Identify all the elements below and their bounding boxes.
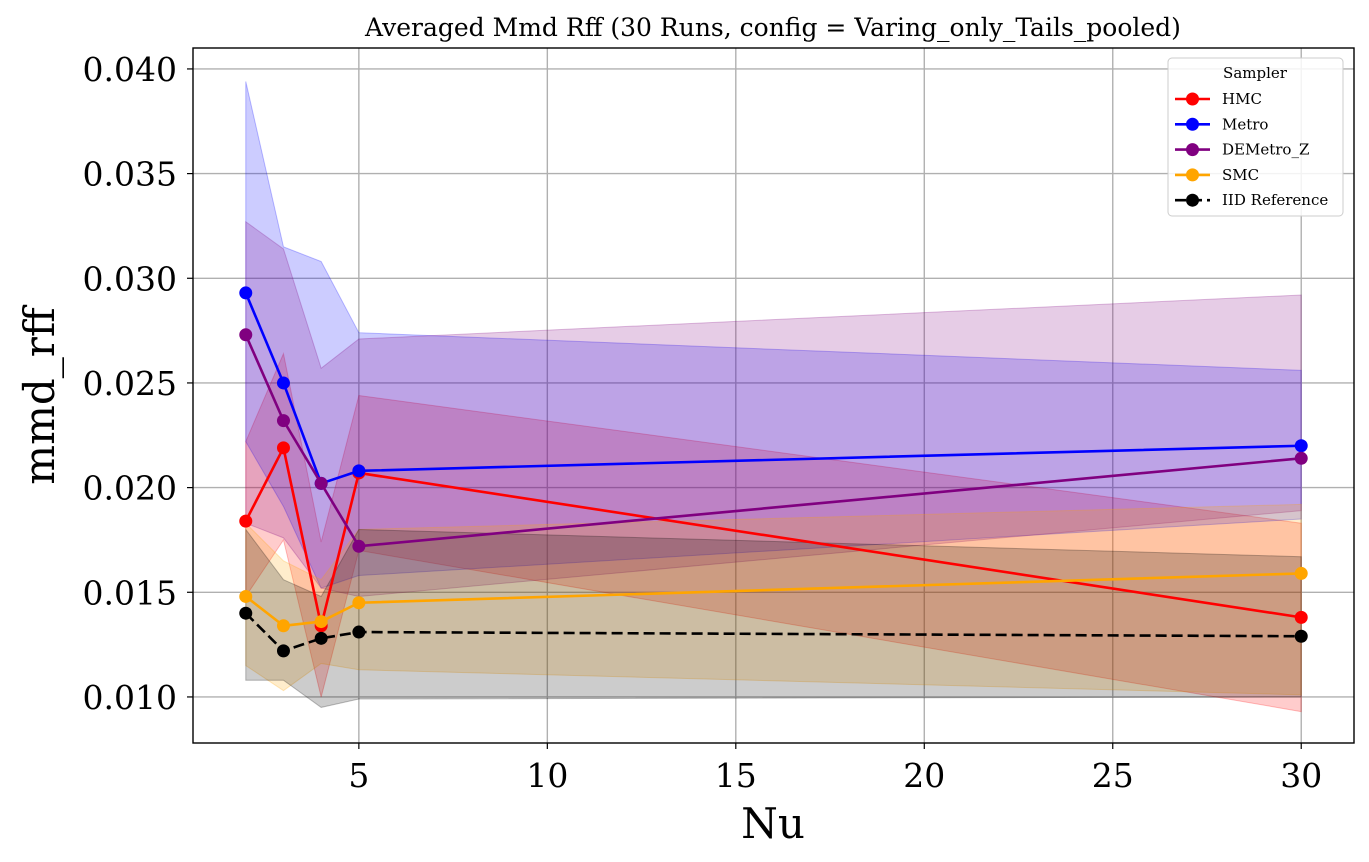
x-axis-label: Nu xyxy=(741,799,805,848)
data-point-metro xyxy=(1294,439,1308,453)
plot-frame xyxy=(192,47,1355,744)
x-tick-label: 30 xyxy=(1280,756,1322,795)
data-point-metro xyxy=(352,464,366,478)
legend-label-iid-reference: IID Reference xyxy=(1222,191,1328,209)
x-tick-label: 20 xyxy=(903,756,945,795)
data-point-smc xyxy=(352,596,366,610)
data-point-demetro-z xyxy=(1294,451,1308,465)
y-tick-label: 0.025 xyxy=(83,364,177,403)
legend-label-metro: Metro xyxy=(1222,115,1268,133)
band-demetro-z xyxy=(245,220,1302,597)
data-point-iid-reference xyxy=(314,631,328,645)
data-point-hmc xyxy=(276,441,290,455)
y-tick-label: 0.015 xyxy=(83,573,177,612)
data-point-hmc xyxy=(1294,610,1308,624)
data-point-demetro-z xyxy=(314,476,328,490)
x-tick-label: 5 xyxy=(348,756,369,795)
data-point-hmc xyxy=(239,514,253,528)
data-point-metro xyxy=(276,376,290,390)
band-metro xyxy=(245,81,1302,589)
legend-label-smc: SMC xyxy=(1222,166,1259,184)
y-tick-label: 0.030 xyxy=(83,259,177,298)
legend-label-demetro-z: DEMetro_Z xyxy=(1222,141,1309,159)
legend-marker-smc xyxy=(1186,168,1199,182)
x-tick-label: 15 xyxy=(715,756,757,795)
data-point-smc xyxy=(314,615,328,629)
band-smc xyxy=(245,503,1302,696)
y-axis-label: mmd_rff xyxy=(15,304,64,485)
y-tick-label: 0.020 xyxy=(83,469,177,508)
legend-marker-demetro-z xyxy=(1186,143,1199,157)
y-tick-label: 0.010 xyxy=(83,678,177,717)
legend-marker-metro xyxy=(1186,117,1199,131)
legend-marker-hmc xyxy=(1186,92,1199,106)
data-point-demetro-z xyxy=(239,328,253,342)
data-point-demetro-z xyxy=(352,539,366,553)
series-lines xyxy=(239,286,1308,658)
chart-title: Averaged Mmd Rff (30 Runs, config = Vari… xyxy=(364,13,1181,42)
legend-frame xyxy=(1167,57,1344,217)
data-point-metro xyxy=(239,286,253,300)
legend-marker-iid-reference xyxy=(1186,193,1199,207)
y-tick-label: 0.035 xyxy=(83,155,177,194)
confidence-bands xyxy=(245,81,1302,713)
data-point-smc xyxy=(239,589,253,603)
band-iid-reference xyxy=(245,527,1302,708)
series-line-iid-reference xyxy=(244,612,1302,653)
data-point-iid-reference xyxy=(239,606,253,620)
data-point-iid-reference xyxy=(352,625,366,639)
data-point-demetro-z xyxy=(276,414,290,428)
data-point-iid-reference xyxy=(1294,629,1308,643)
x-tick-label: 25 xyxy=(1092,756,1134,795)
legend-label-hmc: HMC xyxy=(1222,90,1262,108)
legend: Sampler HMC Metro DEMetro_Z SMC IID Referenc… xyxy=(1167,57,1344,217)
band-hmc xyxy=(245,351,1302,713)
legend-title: Sampler xyxy=(1223,64,1288,82)
data-point-smc xyxy=(1294,566,1308,580)
x-tick-label: 10 xyxy=(526,756,568,795)
axis-ticks: 5 10 15 20 25 30 0.010 0.015 0.020 0.025 0.030 0.03… xyxy=(83,50,1323,795)
data-point-iid-reference xyxy=(276,644,290,658)
data-point-smc xyxy=(276,619,290,633)
y-tick-label: 0.040 xyxy=(83,50,177,89)
